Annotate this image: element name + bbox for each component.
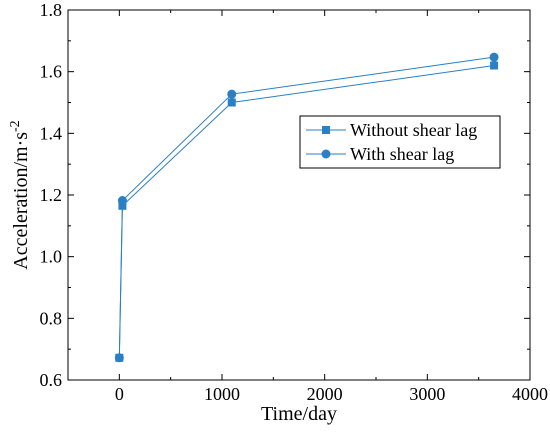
- y-axis-title: Acceleration/m·s-2: [8, 120, 32, 269]
- x-tick-label: 3000: [409, 384, 445, 404]
- data-point-square: [490, 61, 499, 70]
- y-axis-title-text: Acceleration/m·s: [10, 132, 32, 270]
- data-point-circle: [114, 353, 124, 363]
- y-tick-label: 0.6: [40, 370, 63, 390]
- y-tick-label: 1.2: [40, 185, 63, 205]
- x-axis-title: Time/day: [261, 403, 337, 425]
- legend-marker-circle: [321, 149, 331, 159]
- x-tick-label: 1000: [204, 384, 240, 404]
- legend-box: [299, 115, 501, 169]
- y-tick-label: 1.8: [40, 0, 63, 20]
- y-tick-label: 1.6: [40, 62, 63, 82]
- series-2: [114, 52, 499, 363]
- data-point-circle: [489, 52, 499, 62]
- legend-marker-square: [322, 126, 330, 134]
- series-layer: [114, 52, 499, 363]
- plot-frame: [67, 9, 531, 381]
- legend-label: With shear lag: [350, 144, 454, 164]
- x-tick-label: 2000: [307, 384, 343, 404]
- y-tick-label: 0.8: [40, 308, 63, 328]
- legend: Without shear lag With shear lag: [299, 115, 501, 169]
- data-point-circle: [117, 196, 127, 206]
- x-tick-label: 4000: [512, 384, 548, 404]
- series-1: [115, 61, 499, 362]
- legend-label: Without shear lag: [350, 120, 477, 140]
- x-tick-label: 0: [115, 384, 124, 404]
- data-point-square: [227, 98, 236, 107]
- y-axis-title-superscript: -2: [8, 120, 23, 132]
- data-point-circle: [227, 89, 237, 99]
- series-line: [118, 65, 495, 358]
- series-line: [118, 56, 495, 358]
- y-tick-label: 1.0: [40, 247, 63, 267]
- y-tick-label: 1.4: [40, 123, 63, 143]
- axes: 0 1000 2000 3000 4000 0.6 0.8 1.0 1.2 1.4 1.6 1.8: [40, 0, 549, 404]
